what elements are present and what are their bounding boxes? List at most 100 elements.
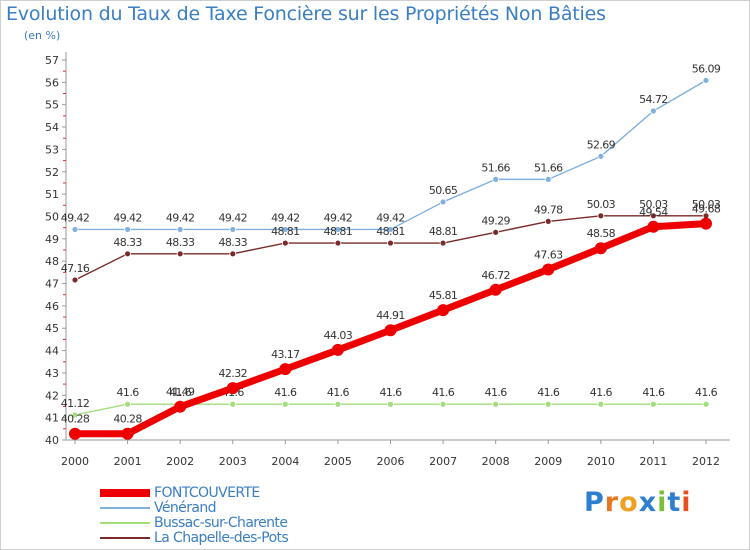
- data-point: [594, 242, 607, 255]
- x-tick-label: 2001: [114, 455, 142, 468]
- data-point: [124, 250, 131, 258]
- data-point: [542, 263, 555, 276]
- data-point: [281, 239, 289, 247]
- data-point: [597, 212, 605, 220]
- legend-swatch: [100, 522, 150, 524]
- data-point: [121, 427, 134, 440]
- y-tick-label: 53: [45, 143, 59, 156]
- data-label: 41.6: [485, 386, 508, 399]
- data-label: 45.81: [429, 289, 458, 302]
- data-label: 49.42: [166, 211, 195, 224]
- data-label: 47.63: [534, 248, 563, 261]
- data-point: [650, 400, 657, 408]
- data-label: 41.6: [432, 386, 455, 399]
- data-label: 43.17: [271, 348, 300, 361]
- legend-swatch: [100, 507, 150, 509]
- data-point: [69, 427, 81, 440]
- data-label: 41.6: [169, 386, 192, 399]
- x-tick-label: 2006: [377, 455, 405, 468]
- data-label: 50.03: [639, 198, 668, 211]
- data-point: [387, 400, 394, 408]
- data-point: [492, 228, 500, 236]
- data-point: [124, 400, 131, 408]
- proxiti-logo: Proxiti: [584, 487, 692, 518]
- data-point: [650, 107, 657, 115]
- data-label: 51.66: [534, 161, 563, 174]
- x-tick-label: 2011: [639, 455, 667, 468]
- data-label: 49.68: [692, 203, 721, 216]
- data-label: 50.03: [587, 198, 616, 211]
- data-point: [489, 283, 502, 296]
- data-label: 48.33: [166, 236, 195, 249]
- data-label: 44.91: [376, 309, 405, 322]
- data-label: 48.81: [429, 225, 458, 238]
- data-point: [226, 382, 239, 395]
- data-point: [544, 400, 552, 408]
- data-label: 41.6: [274, 386, 297, 399]
- x-tick-label: 2009: [534, 455, 562, 468]
- data-label: 49.29: [481, 214, 510, 227]
- data-label: 56.09: [692, 62, 721, 75]
- data-label: 49.42: [376, 211, 405, 224]
- y-tick-label: 40: [45, 434, 59, 447]
- data-label: 46.72: [481, 269, 510, 282]
- data-label: 41.12: [61, 397, 90, 410]
- data-label: 49.42: [271, 211, 300, 224]
- data-point: [387, 239, 394, 247]
- legend-label: Vénérand: [154, 500, 216, 516]
- y-tick-label: 41: [45, 412, 59, 425]
- data-point: [71, 226, 79, 233]
- x-tick-label: 2007: [429, 455, 457, 468]
- legend-swatch: [100, 537, 150, 539]
- data-point: [229, 226, 237, 233]
- data-point: [650, 212, 657, 220]
- x-tick-label: 2000: [61, 455, 89, 468]
- data-label: 48.81: [271, 225, 300, 238]
- data-label: 48.33: [219, 236, 248, 249]
- data-label: 49.78: [534, 203, 563, 216]
- legend-label: Bussac-sur-Charente: [154, 515, 288, 531]
- data-label: 41.6: [642, 386, 665, 399]
- data-label: 49.42: [61, 211, 90, 224]
- data-point: [597, 400, 605, 408]
- chart-title: Evolution du Taux de Taxe Foncière sur l…: [6, 3, 606, 25]
- data-point: [331, 343, 344, 356]
- data-label: 41.6: [379, 386, 402, 399]
- data-point: [700, 217, 712, 230]
- data-point: [71, 411, 79, 419]
- data-label: 48.81: [324, 225, 353, 238]
- data-label: 50.03: [692, 198, 721, 211]
- y-tick-label: 49: [45, 233, 59, 246]
- data-label: 41.6: [590, 386, 613, 399]
- data-point: [387, 226, 394, 233]
- unit-label: (en %): [24, 29, 61, 42]
- data-point: [439, 198, 447, 206]
- y-tick-label: 51: [45, 188, 59, 201]
- data-point: [544, 175, 552, 183]
- data-point: [281, 226, 289, 233]
- data-label: 47.16: [61, 262, 90, 275]
- data-point: [229, 250, 237, 258]
- data-label: 48.33: [113, 236, 142, 249]
- y-tick-label: 45: [45, 322, 59, 335]
- y-tick-label: 42: [45, 389, 59, 402]
- data-label: 42.32: [219, 367, 248, 380]
- data-label: 41.6: [537, 386, 560, 399]
- x-tick-label: 2012: [692, 455, 720, 468]
- data-label: 50.65: [429, 184, 458, 197]
- data-point: [174, 400, 187, 413]
- data-point: [702, 76, 710, 84]
- y-tick-label: 57: [45, 54, 59, 67]
- data-point: [544, 217, 552, 225]
- x-tick-label: 2008: [482, 455, 510, 468]
- x-tick-label: 2004: [271, 455, 299, 468]
- data-point: [334, 239, 342, 247]
- x-tick-label: 2002: [166, 455, 194, 468]
- data-label: 51.66: [481, 161, 510, 174]
- x-tick-label: 2010: [587, 455, 615, 468]
- y-tick-label: 56: [45, 76, 59, 89]
- data-label: 40.28: [61, 413, 90, 426]
- data-label: 52.69: [587, 138, 616, 151]
- data-label: 48.58: [587, 227, 616, 240]
